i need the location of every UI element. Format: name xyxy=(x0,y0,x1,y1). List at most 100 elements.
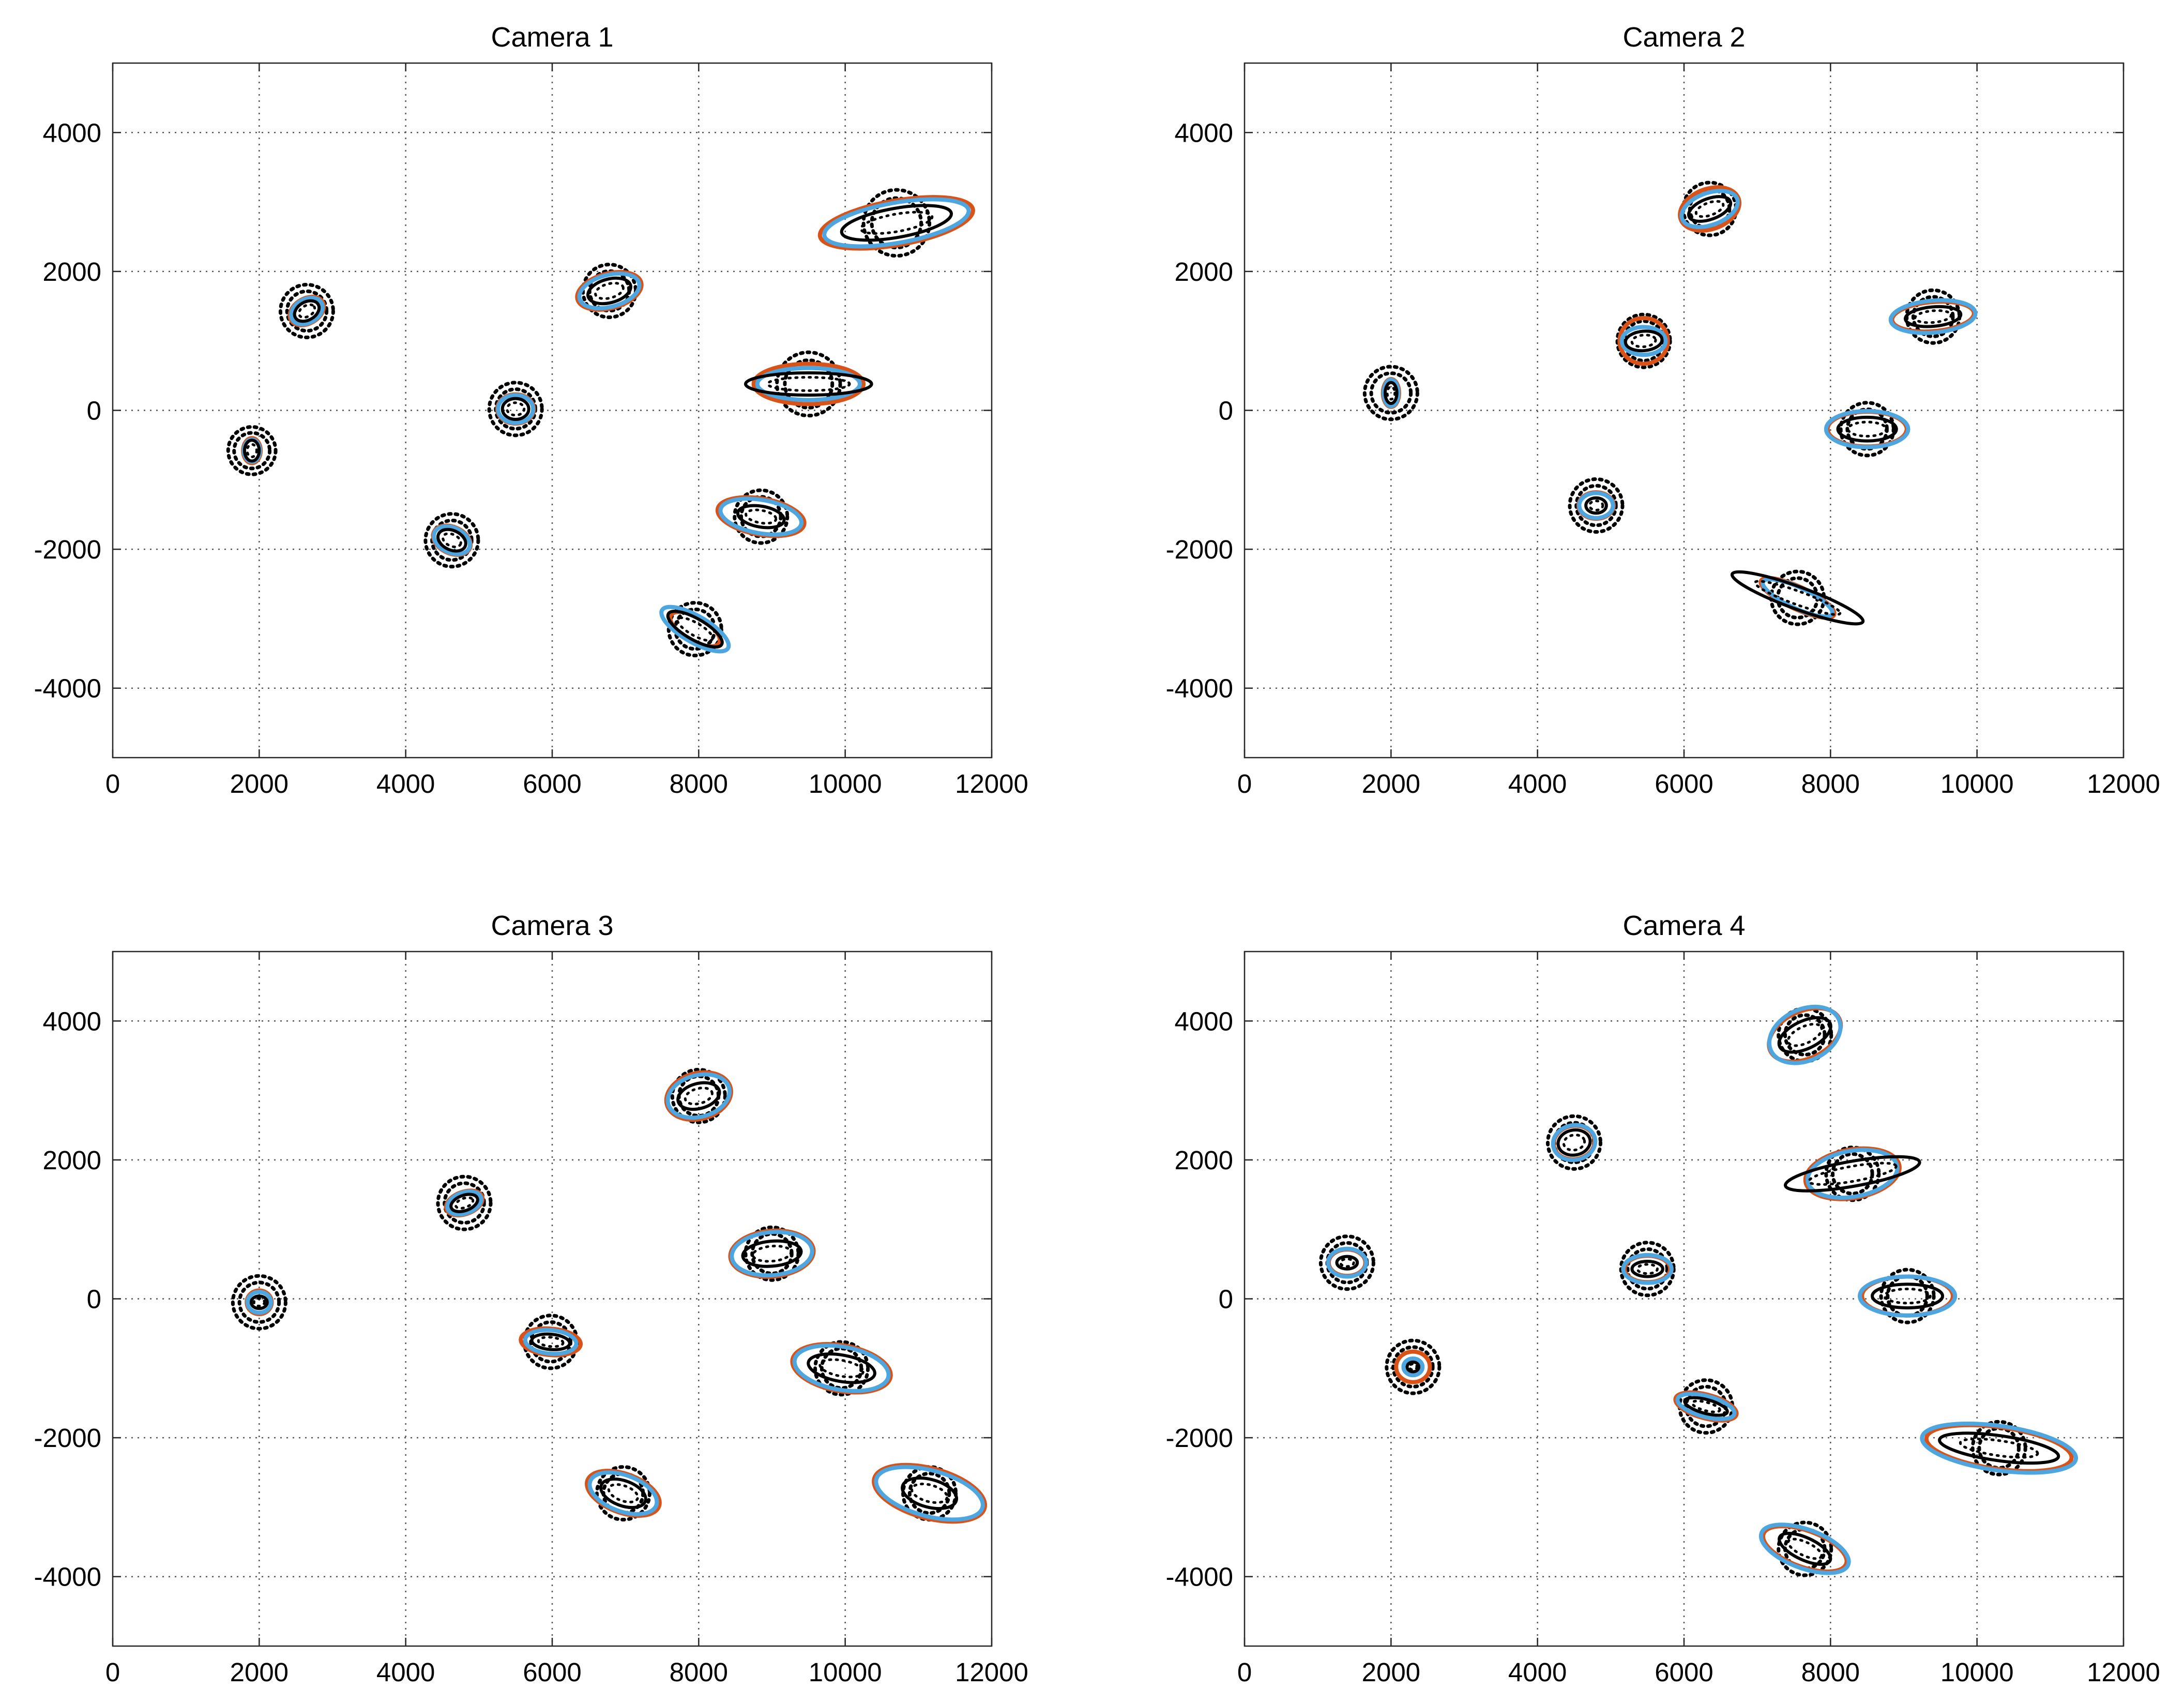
black-ellipse xyxy=(1871,1283,1945,1309)
dotted-inner-ellipse xyxy=(1386,385,1397,401)
inner-dotted-circle xyxy=(232,431,272,471)
dotted-inner-ellipse xyxy=(594,281,625,300)
dotted-inner-ellipse xyxy=(751,1244,793,1263)
blue-ellipse xyxy=(445,1189,483,1217)
ellipse-group xyxy=(226,425,278,476)
ellipse-group xyxy=(1385,1338,1442,1395)
blue-ellipse xyxy=(1679,189,1740,229)
ellipse-group xyxy=(1920,1420,2078,1476)
camera-3-panel: 0 2000 4000 6000 8000 10000 12000 -4000 -2000 0 20… xyxy=(34,910,1028,1687)
dotted-inner-ellipse xyxy=(1562,1134,1586,1152)
y-tick-label: 0 xyxy=(1219,396,1233,426)
ellipse-group xyxy=(1546,1114,1602,1171)
inner-dotted-circle xyxy=(870,196,923,250)
blue-ellipse xyxy=(1824,409,1910,449)
blue-ellipse xyxy=(755,366,862,402)
x-tick-label: 8000 xyxy=(1801,769,1860,798)
ellipse-group xyxy=(1619,1241,1676,1298)
x-tick-label: 4000 xyxy=(1508,1657,1567,1687)
outer-dotted-circle xyxy=(1615,312,1672,369)
inner-dotted-circle xyxy=(1369,371,1413,415)
ellipse-group xyxy=(1888,288,1978,345)
black-ellipse xyxy=(1384,381,1399,405)
dotted-inner-ellipse xyxy=(1691,1399,1721,1413)
black-ellipse xyxy=(901,1476,959,1510)
dotted-inner-ellipse xyxy=(745,508,778,525)
inner-dotted-circle xyxy=(1911,295,1955,338)
chart-title: Camera 3 xyxy=(491,910,613,941)
x-tick-label: 0 xyxy=(1237,769,1252,798)
black-ellipse xyxy=(1584,496,1608,515)
black-ellipse xyxy=(530,1332,571,1351)
ellipse-group xyxy=(1615,312,1672,369)
black-ellipse xyxy=(1630,1259,1664,1278)
blue-ellipse xyxy=(587,1470,659,1516)
black-ellipse xyxy=(501,397,530,421)
black-ellipse xyxy=(1778,1532,1832,1566)
blue-ellipse xyxy=(874,1465,985,1522)
dotted-inner-ellipse xyxy=(684,1087,714,1106)
ellipse-group xyxy=(715,488,807,545)
outer-dotted-circle xyxy=(1970,1420,2027,1476)
blue-ellipse xyxy=(1619,325,1668,357)
y-tick-label: 4000 xyxy=(43,1006,101,1036)
dotted-inner-ellipse xyxy=(442,532,462,548)
dotted-inner-ellipse xyxy=(252,1297,266,1307)
blue-ellipse xyxy=(496,393,536,425)
ellipse-group xyxy=(790,1340,893,1397)
blue-ellipse xyxy=(1920,1421,2078,1475)
black-ellipse xyxy=(744,371,873,397)
y-tick-label: -4000 xyxy=(34,1562,101,1592)
x-tick-label: 8000 xyxy=(670,1657,728,1687)
blue-ellipse xyxy=(718,496,804,537)
y-tick-label: -2000 xyxy=(34,535,101,564)
outer-dotted-circle xyxy=(595,1465,651,1522)
dotted-inner-ellipse xyxy=(911,1483,949,1504)
outer-dotted-circle xyxy=(278,282,335,339)
ellipse-group xyxy=(1678,180,1742,237)
x-tick-label: 12000 xyxy=(955,1657,1028,1687)
dotted-inner-ellipse xyxy=(297,303,316,319)
black-ellipse xyxy=(1335,1255,1359,1271)
x-tick-label: 4000 xyxy=(1508,769,1567,798)
inner-dotted-circle xyxy=(1831,1152,1874,1196)
blue-ellipse xyxy=(730,1230,814,1278)
camera-1-panel: 0 2000 4000 6000 8000 10000 12000 -4000 -2000 0 20… xyxy=(34,22,1028,798)
ellipse-group xyxy=(575,263,644,320)
orange-ellipse xyxy=(751,361,866,406)
dotted-inner-ellipse xyxy=(859,210,934,235)
blue-ellipse xyxy=(792,1343,891,1393)
inner-dotted-circle xyxy=(1622,319,1665,363)
chart-title: Camera 4 xyxy=(1622,910,1745,941)
ellipse-group xyxy=(1568,477,1625,534)
dotted-inner-ellipse xyxy=(1753,580,1842,616)
ellipse-group xyxy=(585,1465,662,1522)
dotted-inner-ellipse xyxy=(1786,1022,1823,1047)
black-ellipse xyxy=(599,1477,647,1510)
dotted-inner-ellipse xyxy=(1630,334,1657,349)
blue-ellipse xyxy=(1326,1246,1369,1279)
ellipse-group xyxy=(1318,1234,1375,1291)
dotted-inner-ellipse xyxy=(766,376,851,392)
outer-dotted-circle xyxy=(775,350,842,418)
blue-ellipse xyxy=(1675,1392,1737,1422)
x-tick-label: 6000 xyxy=(1655,1657,1713,1687)
ellipse-group xyxy=(872,1462,988,1524)
blue-ellipse xyxy=(577,271,642,311)
y-tick-label: 0 xyxy=(87,396,101,426)
ellipse-group xyxy=(231,1274,287,1331)
black-ellipse xyxy=(1836,415,1898,443)
outer-dotted-circle xyxy=(1619,1241,1676,1298)
black-ellipse xyxy=(741,1239,803,1268)
ellipse-group xyxy=(728,1225,816,1282)
y-tick-label: 4000 xyxy=(43,118,101,147)
ellipse-group xyxy=(659,601,731,658)
blue-ellipse xyxy=(1767,1004,1843,1065)
blue-ellipse xyxy=(432,524,472,556)
x-tick-label: 12000 xyxy=(2087,769,2160,798)
black-ellipse xyxy=(1904,305,1963,328)
dotted-inner-ellipse xyxy=(1339,1257,1355,1268)
y-tick-label: 0 xyxy=(1219,1285,1233,1314)
dotted-inner-ellipse xyxy=(1807,1162,1898,1186)
dotted-inner-ellipse xyxy=(1588,500,1604,511)
